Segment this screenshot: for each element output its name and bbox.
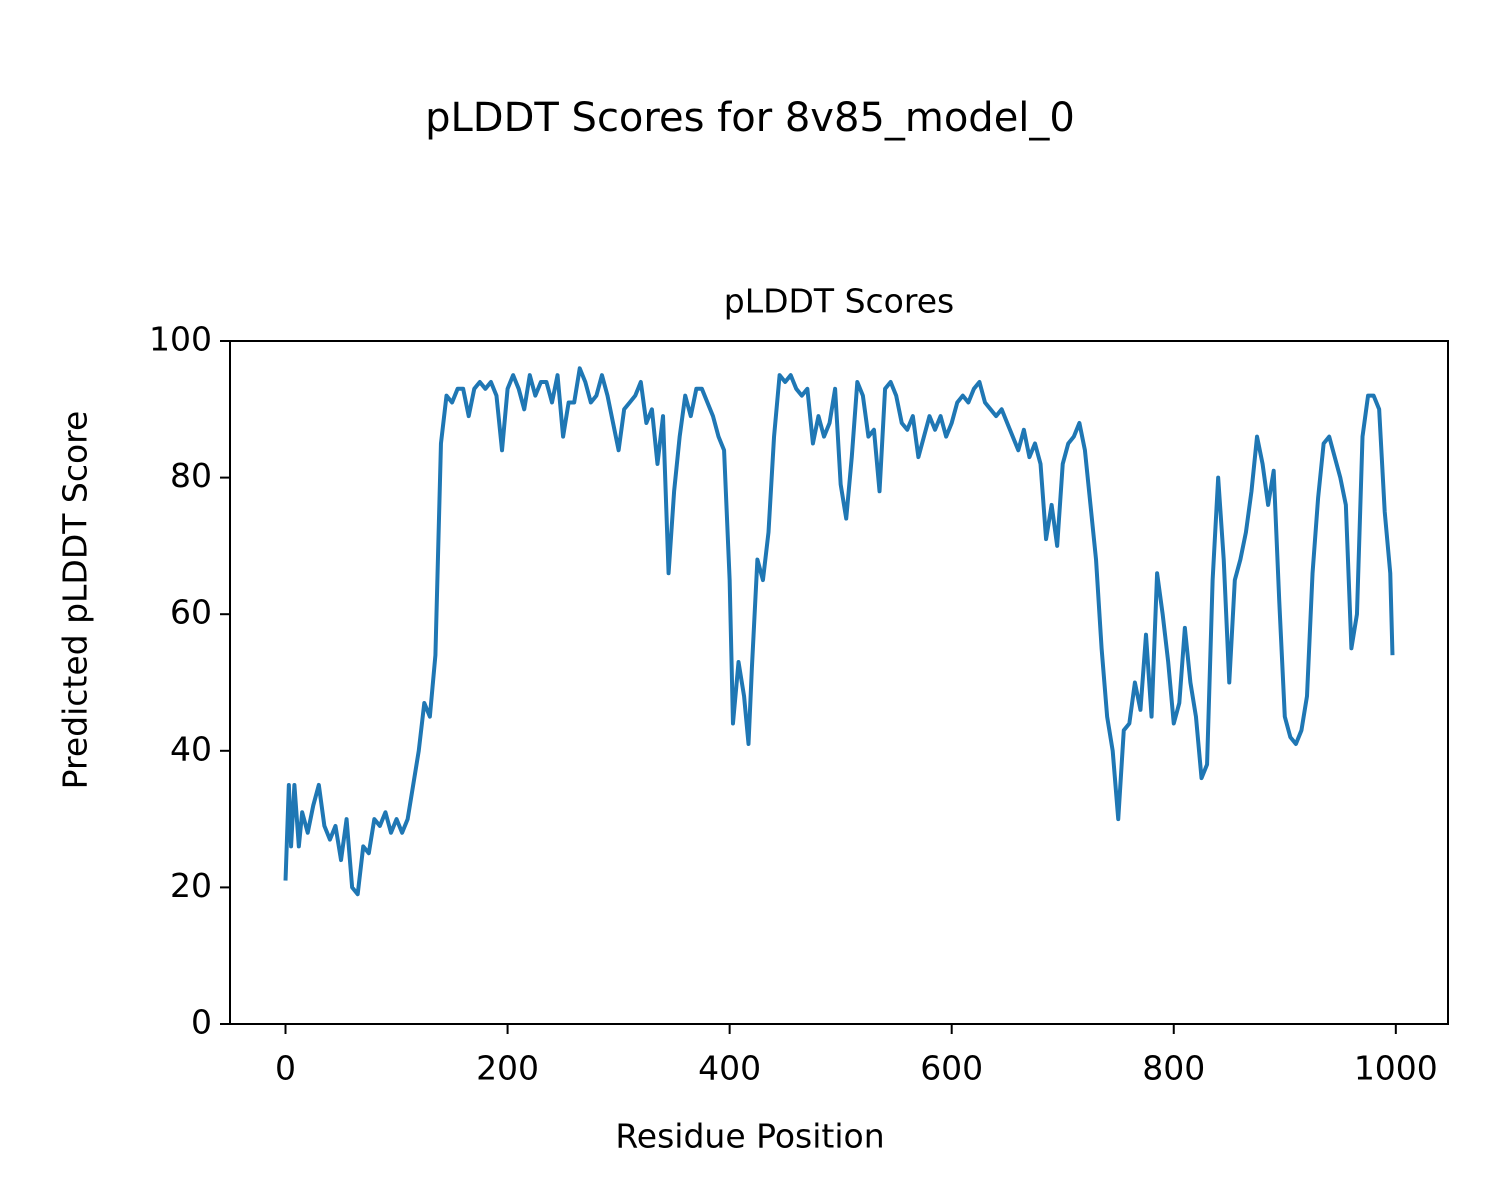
x-tick-label: 200	[476, 1049, 539, 1088]
x-tick-label: 400	[698, 1049, 761, 1088]
y-axis-label: Predicted pLDDT Score	[56, 411, 95, 790]
y-tick-label: 0	[191, 1003, 212, 1042]
plot-frame	[229, 340, 1449, 1025]
x-tick-label: 0	[275, 1049, 296, 1088]
chart-title: pLDDT Scores for 8v85_model_0	[425, 95, 1075, 141]
x-tick-label: 800	[1142, 1049, 1205, 1088]
x-tick-label: 1000	[1354, 1049, 1438, 1088]
y-tick-label: 40	[170, 729, 212, 768]
subtitle: pLDDT Scores	[724, 282, 954, 321]
y-tick-label: 80	[170, 456, 212, 495]
data-line	[283, 366, 1395, 897]
y-tick-label: 20	[170, 866, 212, 905]
y-tick-label: 60	[170, 593, 212, 632]
y-tick-label: 100	[149, 320, 212, 359]
x-tick-label: 600	[920, 1049, 983, 1088]
x-axis-label: Residue Position	[615, 1117, 884, 1156]
